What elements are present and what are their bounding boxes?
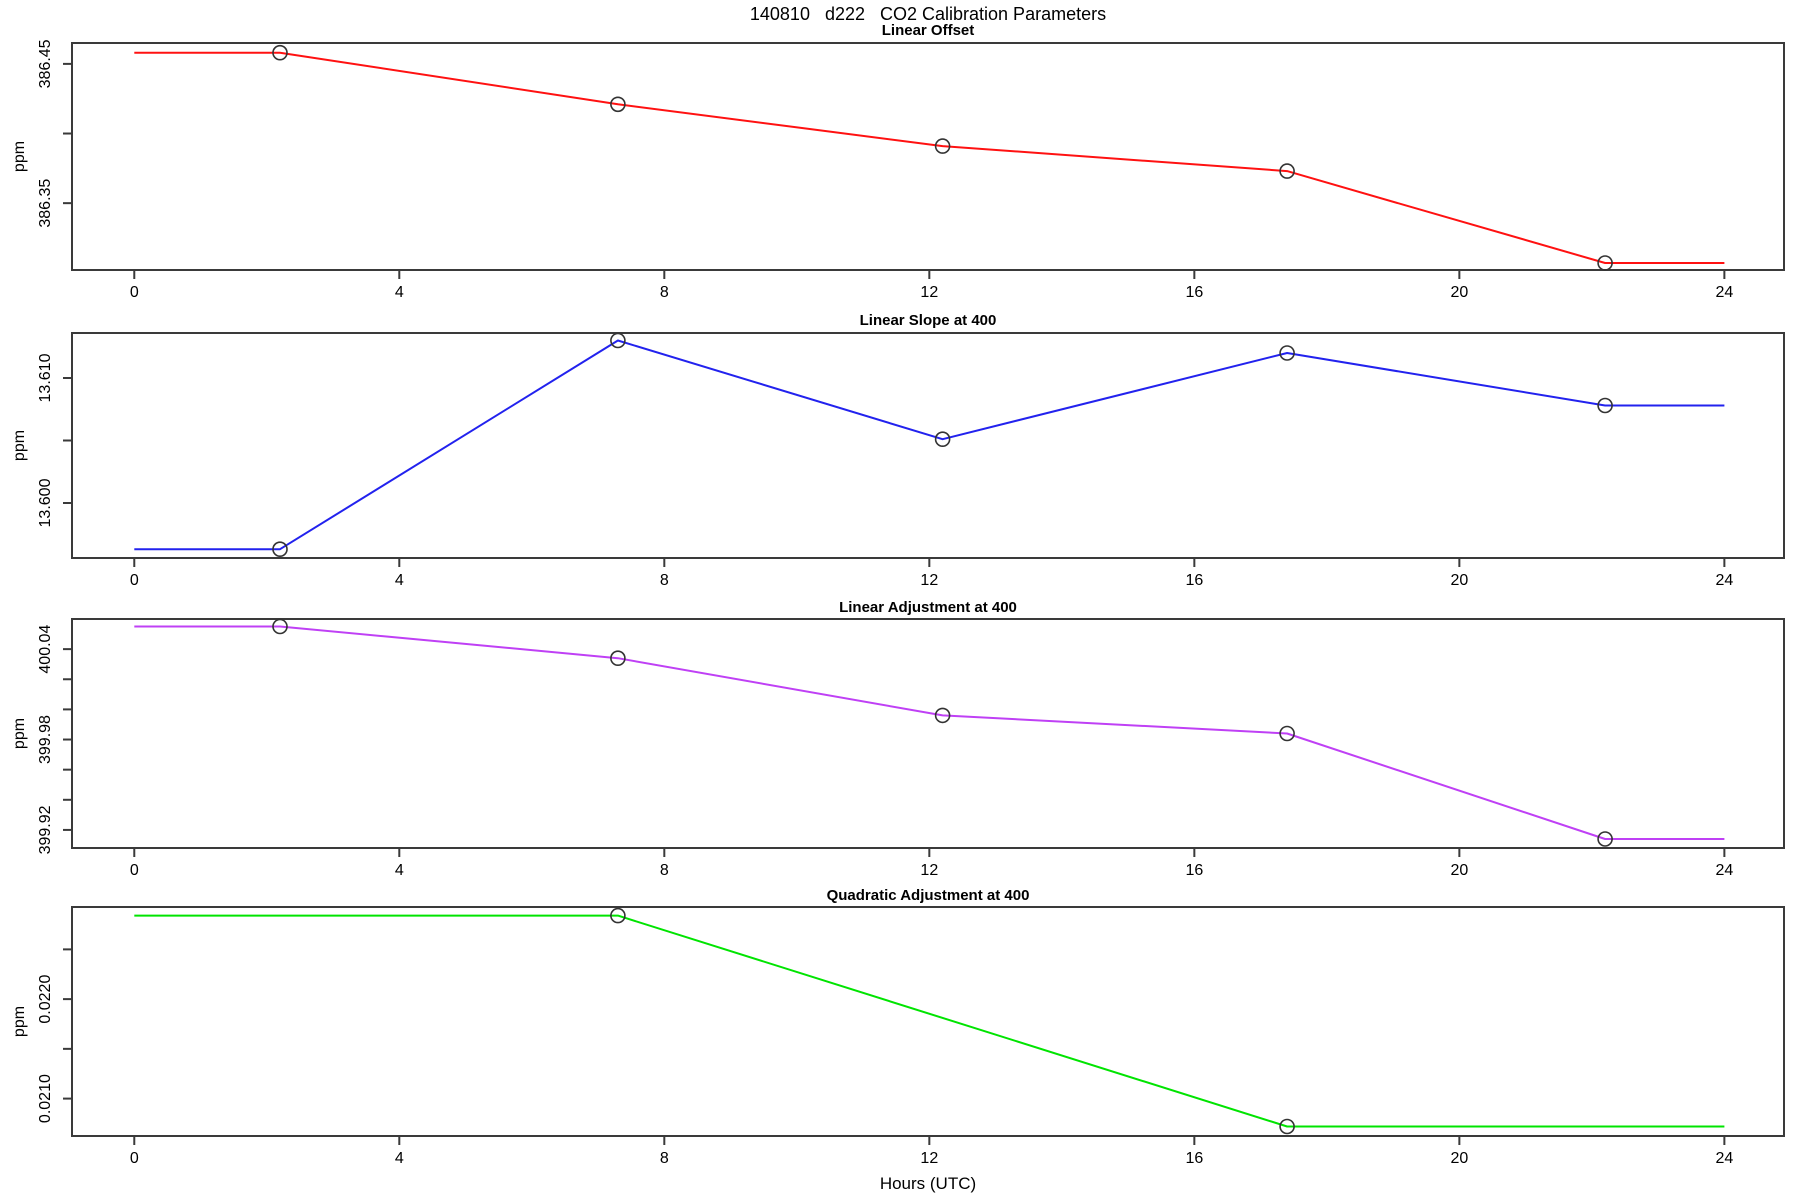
series-line — [134, 339, 1725, 551]
data-point-marker — [1279, 725, 1295, 742]
x-tick-label: 16 — [1185, 572, 1203, 589]
panel-border — [71, 332, 1785, 559]
data-point-marker — [272, 541, 288, 558]
x-tick-label: 12 — [920, 284, 938, 301]
series-line — [134, 914, 1725, 1128]
y-tick-label: 386.35 — [37, 179, 54, 228]
data-point-marker — [610, 650, 626, 667]
x-tick-label: 20 — [1450, 1150, 1468, 1167]
x-tick-label: 12 — [920, 1150, 938, 1167]
x-tick-label: 24 — [1715, 284, 1733, 301]
y-tick-label: 386.45 — [37, 39, 54, 88]
x-tick-label: 8 — [660, 862, 669, 879]
data-point-marker — [1279, 163, 1295, 179]
data-point-marker — [1279, 345, 1295, 361]
data-point-marker — [272, 44, 288, 61]
data-point-marker — [610, 332, 626, 349]
panel-title-linear-slope: Linear Slope at 400 — [859, 312, 997, 329]
x-tick-label: 0 — [130, 284, 139, 301]
data-point-marker — [934, 431, 951, 448]
series-line — [134, 51, 1725, 264]
y-axis-label: ppm — [11, 430, 28, 461]
x-tick-label: 0 — [130, 862, 139, 879]
x-tick-label: 12 — [920, 862, 938, 879]
x-tick-label: 16 — [1185, 1150, 1203, 1167]
x-tick-label: 20 — [1450, 572, 1468, 589]
panel-title-quadratic-adjustment: Quadratic Adjustment at 400 — [826, 887, 1030, 904]
panel-title-linear-offset: Linear Offset — [881, 22, 975, 39]
x-tick-label: 16 — [1185, 284, 1203, 301]
x-tick-label: 4 — [395, 862, 404, 879]
x-tick-label: 8 — [660, 572, 669, 589]
y-axis-label: ppm — [11, 141, 28, 172]
x-tick-label: 12 — [920, 572, 938, 589]
data-point-marker — [934, 707, 951, 724]
x-tick-label: 24 — [1715, 1150, 1733, 1167]
x-tick-label: 20 — [1450, 862, 1468, 879]
page-title: 140810 d222 CO2 Calibration Parameters — [749, 4, 1107, 24]
x-tick-label: 16 — [1185, 862, 1203, 879]
panel-border — [71, 42, 1785, 271]
data-point-marker — [610, 96, 626, 113]
x-tick-label: 4 — [395, 1150, 404, 1167]
data-point-marker — [1279, 1118, 1295, 1135]
x-tick-label: 4 — [395, 284, 404, 301]
data-point-marker — [1597, 255, 1613, 271]
y-tick-label: 399.98 — [37, 715, 54, 764]
data-point-marker — [1597, 831, 1613, 847]
y-tick-label: 0.0220 — [37, 975, 54, 1024]
y-axis-label: ppm — [11, 1006, 28, 1037]
panel-border — [71, 618, 1785, 849]
data-point-marker — [934, 138, 951, 154]
y-tick-label: 400.04 — [37, 625, 54, 674]
x-tick-label: 24 — [1715, 572, 1733, 589]
y-axis-label: ppm — [11, 718, 28, 749]
series-line — [134, 625, 1725, 840]
x-tick-label: 0 — [130, 1150, 139, 1167]
y-tick-label: 13.600 — [37, 478, 54, 527]
x-tick-label: 20 — [1450, 284, 1468, 301]
panel-border — [71, 906, 1785, 1137]
x-tick-label: 8 — [660, 1150, 669, 1167]
y-tick-label: 0.0210 — [37, 1074, 54, 1123]
panel-title-linear-adjustment: Linear Adjustment at 400 — [839, 599, 1017, 616]
data-point-marker — [1597, 397, 1613, 414]
y-tick-label: 13.610 — [37, 353, 54, 402]
data-point-marker — [272, 618, 288, 635]
x-axis-title: Hours (UTC) — [879, 1174, 977, 1193]
data-point-marker — [610, 907, 626, 924]
y-tick-label: 399.92 — [37, 805, 54, 854]
x-tick-label: 8 — [660, 284, 669, 301]
x-tick-label: 24 — [1715, 862, 1733, 879]
x-tick-label: 0 — [130, 572, 139, 589]
x-tick-label: 4 — [395, 572, 404, 589]
